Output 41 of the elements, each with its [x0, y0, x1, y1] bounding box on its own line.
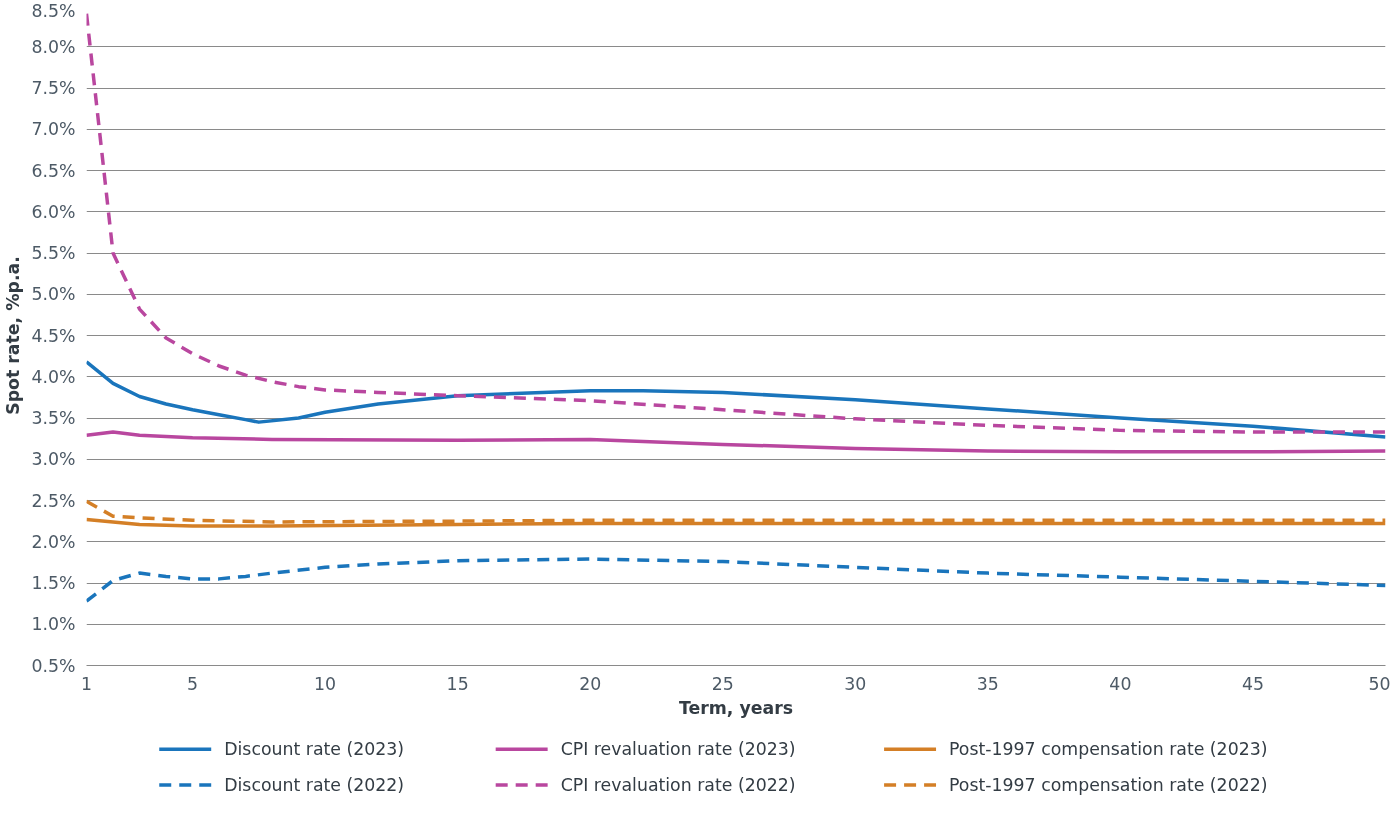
y-tick-label: 8.0% [31, 36, 76, 57]
x-tick-label: 10 [314, 673, 337, 694]
y-tick-label: 4.5% [31, 325, 76, 346]
y-tick-label: 2.5% [31, 490, 76, 511]
y-tick-label: 7.0% [31, 119, 76, 140]
y-tick-label: 2.0% [31, 531, 76, 552]
y-tick-label: 6.0% [31, 201, 76, 222]
y-tick-label: 4.0% [31, 366, 76, 387]
x-tick-label: 40 [1109, 673, 1132, 694]
y-tick-label: 3.5% [31, 408, 76, 428]
y-tick-label: 1.0% [31, 614, 76, 635]
line-series [86, 499, 1386, 524]
y-tick-label: 3.0% [31, 449, 76, 470]
y-tick-label: 0.5% [31, 655, 76, 676]
x-tick-label: 50 [1368, 673, 1391, 694]
y-tick-label: 5.0% [31, 284, 76, 305]
line-series [86, 360, 1386, 439]
x-tick-label: 25 [711, 673, 734, 694]
y-tick-label: 6.5% [31, 160, 76, 181]
y-tick-label: 5.5% [31, 243, 76, 263]
x-axis-title: Term, years [678, 697, 794, 718]
legend-label: Post-1997 compensation rate (2022) [949, 775, 1268, 795]
x-tick-label: 1 [80, 673, 93, 694]
legend-label: Discount rate (2023) [224, 739, 405, 760]
line-series [86, 557, 1386, 603]
legend-label: Post-1997 compensation rate (2023) [949, 739, 1268, 760]
y-tick-label: 7.5% [31, 78, 76, 98]
y-tick-label: 1.5% [31, 573, 76, 593]
x-tick-label: 45 [1241, 673, 1264, 694]
x-tick-label: 15 [446, 673, 469, 694]
x-tick-label: 20 [579, 673, 602, 694]
x-tick-label: 5 [187, 673, 199, 694]
legend-label: CPI revaluation rate (2022) [560, 775, 796, 795]
line-series [86, 430, 1386, 454]
legend-label: CPI revaluation rate (2023) [560, 739, 796, 760]
y-axis-title: Spot rate, %p.a. [3, 256, 24, 415]
x-tick-label: 35 [976, 673, 999, 694]
x-tick-label: 30 [844, 673, 867, 694]
line-series [86, 12, 1386, 434]
y-tick-label: 8.5% [31, 0, 76, 21]
legend-label: Discount rate (2022) [224, 775, 405, 795]
